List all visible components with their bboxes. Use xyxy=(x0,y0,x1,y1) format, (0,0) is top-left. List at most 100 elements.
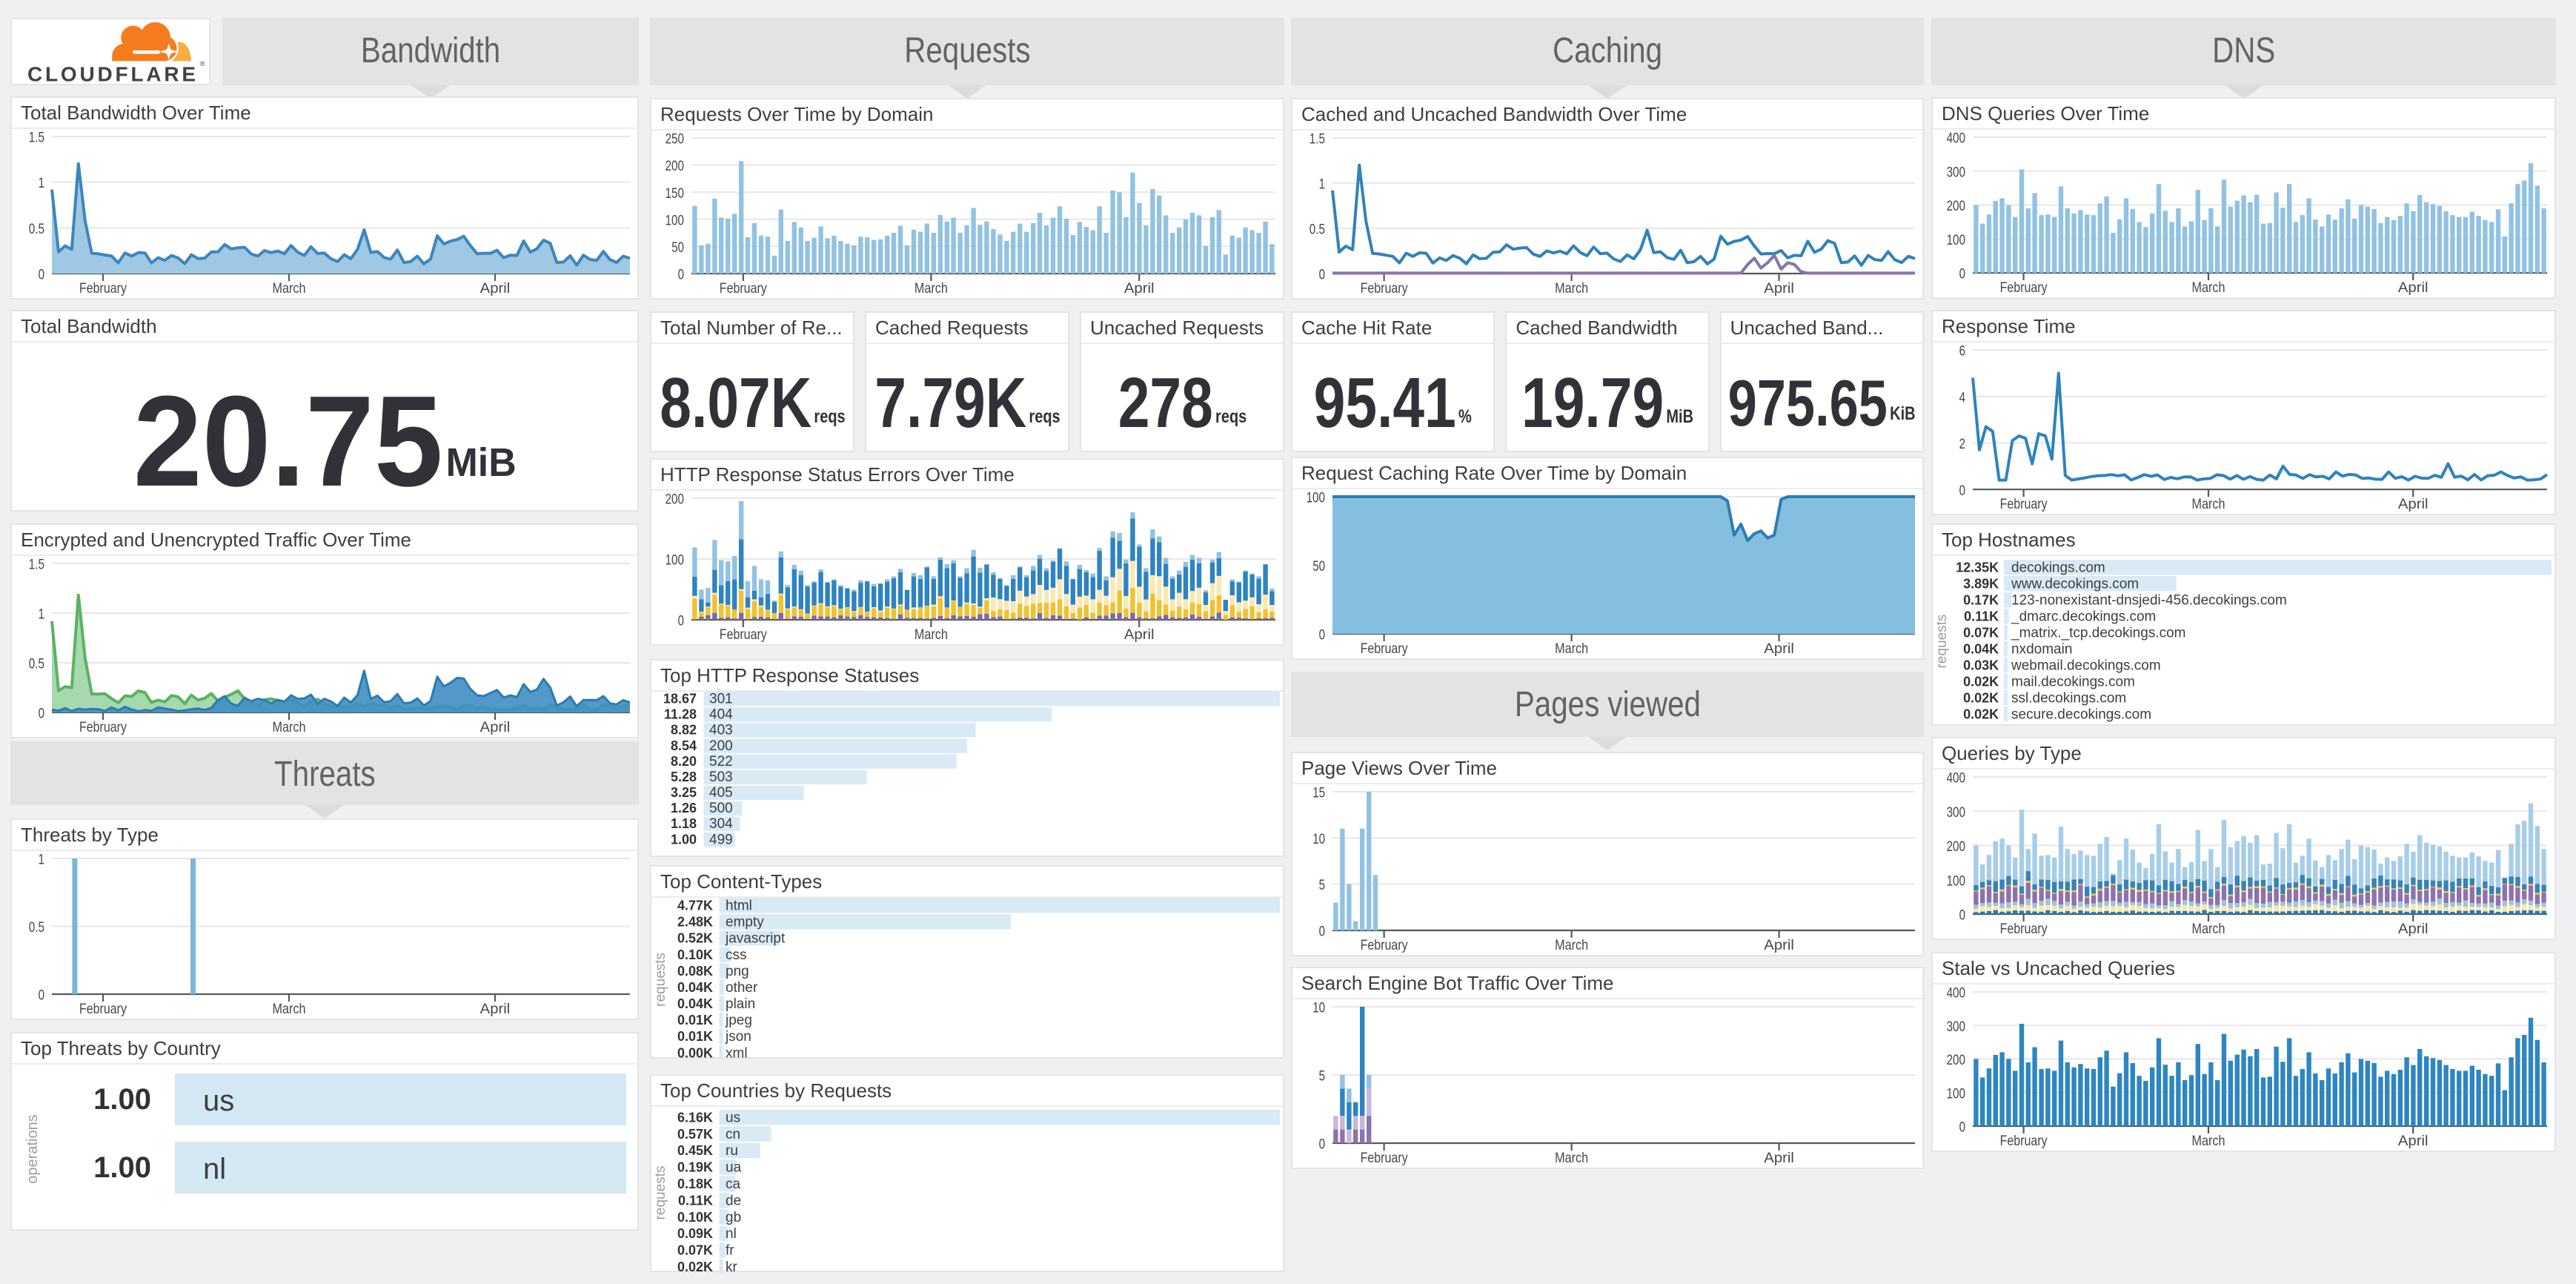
svg-text:6.16K: 6.16K xyxy=(677,1110,713,1125)
svg-text:March: March xyxy=(1555,280,1588,297)
svg-text:empty: empty xyxy=(726,914,764,930)
svg-text:March: March xyxy=(914,280,948,297)
svg-text:February: February xyxy=(79,719,127,735)
svg-text:10: 10 xyxy=(1312,832,1325,847)
svg-text:April: April xyxy=(1124,626,1155,643)
svg-text:March: March xyxy=(2192,1133,2225,1149)
svg-text:html: html xyxy=(726,898,752,913)
svg-text:February: February xyxy=(1361,937,1408,953)
svg-text:499: 499 xyxy=(709,832,733,847)
svg-text:200: 200 xyxy=(1947,199,1965,214)
svg-text:400: 400 xyxy=(1947,771,1965,787)
svg-text:100: 100 xyxy=(1307,491,1325,506)
svg-text:1: 1 xyxy=(39,176,44,191)
svg-text:5: 5 xyxy=(1319,1069,1325,1085)
svg-text:1.00: 1.00 xyxy=(671,832,697,847)
svg-text:1.18: 1.18 xyxy=(671,816,697,831)
svg-text:300: 300 xyxy=(1947,805,1965,821)
svg-text:0: 0 xyxy=(1959,1120,1965,1136)
svg-text:0.5: 0.5 xyxy=(29,222,44,237)
svg-text:April: April xyxy=(1764,1150,1794,1166)
svg-text:200: 200 xyxy=(1947,1053,1965,1068)
svg-text:500: 500 xyxy=(709,801,733,816)
svg-text:3.89K: 3.89K xyxy=(1963,576,1999,591)
svg-text:March: March xyxy=(273,719,306,735)
svg-text:123-nonexistant-dnsjedi-456.de: 123-nonexistant-dnsjedi-456.decokings.co… xyxy=(2011,592,2287,608)
svg-text:12.35K: 12.35K xyxy=(1956,560,1999,575)
svg-text:mail.decokings.com: mail.decokings.com xyxy=(2011,674,2135,689)
svg-text:json: json xyxy=(725,1029,751,1045)
svg-text:0: 0 xyxy=(1959,908,1965,924)
svg-text:April: April xyxy=(480,1001,511,1017)
svg-text:css: css xyxy=(726,947,747,963)
svg-text:xml: xml xyxy=(726,1045,748,1060)
svg-text:0: 0 xyxy=(1959,483,1965,499)
svg-text:March: March xyxy=(914,626,948,643)
svg-text:304: 304 xyxy=(709,816,733,832)
svg-text:0.10K: 0.10K xyxy=(677,947,713,962)
svg-text:February: February xyxy=(720,626,767,643)
svg-text:March: March xyxy=(1555,937,1588,953)
svg-text:March: March xyxy=(2192,921,2225,937)
svg-text:April: April xyxy=(2398,279,2429,296)
svg-text:200: 200 xyxy=(709,738,733,754)
svg-text:8.82: 8.82 xyxy=(671,723,697,738)
svg-text:nxdomain: nxdomain xyxy=(2011,641,2072,657)
svg-text:0.04K: 0.04K xyxy=(677,980,713,995)
svg-text:0.07K: 0.07K xyxy=(677,1243,713,1258)
svg-text:ru: ru xyxy=(726,1143,738,1159)
svg-text:0.01K: 0.01K xyxy=(677,1013,713,1027)
svg-text:April: April xyxy=(2398,921,2429,937)
svg-text:405: 405 xyxy=(709,785,733,801)
svg-text:de: de xyxy=(726,1193,741,1208)
svg-text:503: 503 xyxy=(709,770,733,785)
svg-text:3.25: 3.25 xyxy=(671,785,697,800)
svg-text:0.03K: 0.03K xyxy=(1963,658,1999,672)
svg-text:March: March xyxy=(2192,496,2225,512)
svg-text:400: 400 xyxy=(1947,986,1965,1002)
svg-text:cn: cn xyxy=(726,1127,740,1142)
svg-text:0.01K: 0.01K xyxy=(677,1029,713,1044)
svg-text:decokings.com: decokings.com xyxy=(2011,560,2105,575)
svg-text:ua: ua xyxy=(726,1160,742,1176)
svg-text:png: png xyxy=(726,964,749,979)
svg-text:0.02K: 0.02K xyxy=(1963,706,1999,721)
svg-text:0.5: 0.5 xyxy=(1309,222,1325,238)
svg-text:0.52K: 0.52K xyxy=(677,931,713,946)
svg-text:0.00K: 0.00K xyxy=(677,1045,713,1060)
svg-text:February: February xyxy=(1361,641,1408,657)
svg-text:April: April xyxy=(480,280,511,297)
svg-text:February: February xyxy=(1361,1150,1408,1166)
svg-text:0.02K: 0.02K xyxy=(1963,674,1999,689)
svg-text:0.11K: 0.11K xyxy=(1964,609,1999,623)
svg-text:March: March xyxy=(1555,641,1588,657)
svg-text:_dmarc.decokings.com: _dmarc.decokings.com xyxy=(2011,609,2156,624)
svg-text:javascript: javascript xyxy=(725,931,786,947)
svg-text:www.decokings.com: www.decokings.com xyxy=(2011,576,2139,592)
svg-text:nl: nl xyxy=(203,1153,226,1185)
svg-text:kr: kr xyxy=(726,1260,738,1274)
svg-text:requests: requests xyxy=(1934,615,1950,669)
svg-text:April: April xyxy=(480,719,511,735)
svg-text:0: 0 xyxy=(39,988,44,1004)
svg-text:400: 400 xyxy=(1947,131,1965,147)
svg-text:0.45K: 0.45K xyxy=(677,1143,713,1158)
svg-text:200: 200 xyxy=(1947,839,1965,855)
svg-text:secure.decokings.com: secure.decokings.com xyxy=(2011,706,2151,722)
svg-text:February: February xyxy=(1361,280,1408,297)
svg-text:February: February xyxy=(2000,279,2048,296)
svg-text:100: 100 xyxy=(1947,873,1965,889)
svg-text:100: 100 xyxy=(1947,233,1965,248)
svg-text:0.5: 0.5 xyxy=(29,920,44,936)
svg-text:2: 2 xyxy=(1959,437,1965,452)
svg-text:11.28: 11.28 xyxy=(664,706,697,721)
svg-text:gb: gb xyxy=(726,1210,741,1225)
svg-text:100: 100 xyxy=(665,213,684,228)
svg-text:10: 10 xyxy=(1312,1001,1325,1016)
svg-text:0.09K: 0.09K xyxy=(677,1226,713,1241)
svg-text:4.77K: 4.77K xyxy=(677,898,713,913)
svg-text:403: 403 xyxy=(709,723,733,738)
svg-text:0.19K: 0.19K xyxy=(677,1160,713,1175)
svg-text:nl: nl xyxy=(726,1226,737,1242)
svg-text:300: 300 xyxy=(1947,1019,1965,1035)
